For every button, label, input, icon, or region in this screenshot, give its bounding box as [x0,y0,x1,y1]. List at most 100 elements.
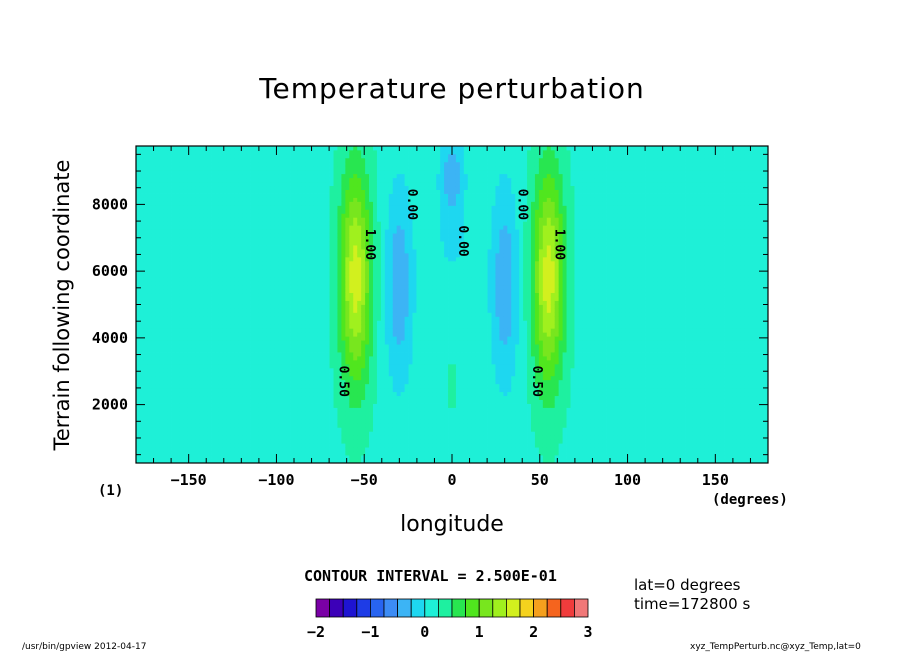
field-cell [301,169,307,175]
field-cell [282,213,287,218]
field-cell [250,185,255,190]
field-cell [294,352,299,357]
field-cell [361,403,366,408]
field-cell [258,308,263,313]
field-cell [195,161,200,167]
field-cell [183,356,188,361]
field-cell [317,197,323,202]
field-cell [155,383,161,389]
field-cell [282,189,287,194]
field-cell [136,292,141,297]
field-cell [317,229,323,234]
field-cell [238,439,244,444]
field-cell [325,332,330,337]
field-cell [151,363,157,369]
field-cell [207,415,212,420]
field-cell [167,451,172,456]
field-cell [266,427,271,432]
field-cell [242,439,247,444]
field-cell [349,407,354,412]
field-cell [187,276,192,282]
field-cell [179,324,184,329]
field-cell [175,391,180,397]
field-cell [203,332,208,337]
field-cell [286,363,291,369]
field-cell [361,221,366,226]
field-cell [369,268,374,274]
field-cell [183,185,188,190]
field-cell [246,403,251,408]
field-cell [329,320,334,325]
field-cell [305,391,311,397]
field-cell [250,411,255,416]
field-cell [136,443,141,448]
field-cell [222,419,228,424]
field-cell [222,451,228,456]
field-cell [215,197,220,202]
field-cell [365,407,370,412]
field-cell [301,447,307,452]
field-cell [238,332,244,337]
field-cell [151,233,157,238]
field-cell [175,431,180,436]
field-cell [373,395,378,400]
field-cell [345,205,350,210]
field-cell [191,348,196,353]
field-cell [376,197,382,202]
field-cell [136,371,141,377]
field-cell [151,264,157,270]
field-cell [234,371,240,377]
field-cell [187,280,192,286]
field-cell [341,340,346,345]
field-cell [345,173,350,179]
field-cell [345,387,350,393]
field-cell [199,221,204,226]
field-cell [187,336,192,341]
field-cell [297,165,303,171]
field-cell [147,336,153,341]
field-cell [345,225,350,230]
field-cell [266,387,271,393]
field-cell [341,308,346,313]
field-cell [297,344,303,349]
field-cell [361,459,366,464]
field-cell [222,233,228,238]
field-cell [195,264,200,270]
field-cell [345,391,350,397]
field-cell [309,320,315,325]
field-cell [211,359,216,365]
field-cell [317,348,323,353]
field-cell [258,348,263,353]
field-cell [226,181,232,187]
field-cell [376,177,382,183]
field-cell [222,296,228,301]
field-cell [254,459,259,464]
field-cell [294,149,299,155]
field-cell [365,371,370,377]
field-cell [317,443,323,448]
field-cell [262,455,267,460]
field-cell [270,185,275,190]
field-cell [341,161,346,167]
field-cell [294,146,299,151]
field-cell [175,161,180,167]
field-cell [226,352,232,357]
field-cell [337,324,342,329]
field-cell [143,221,149,226]
field-cell [167,443,172,448]
field-cell [321,352,326,357]
field-cell [278,225,283,230]
field-cell [207,284,212,290]
field-cell [258,205,263,210]
field-cell [341,189,346,194]
field-cell [321,419,326,424]
field-cell [151,359,157,365]
field-cell [195,153,200,159]
field-cell [163,348,168,353]
field-cell [246,146,251,151]
field-cell [226,221,232,226]
field-cell [222,245,228,250]
field-cell [171,411,176,416]
field-cell [262,348,267,353]
field-cell [262,296,267,301]
